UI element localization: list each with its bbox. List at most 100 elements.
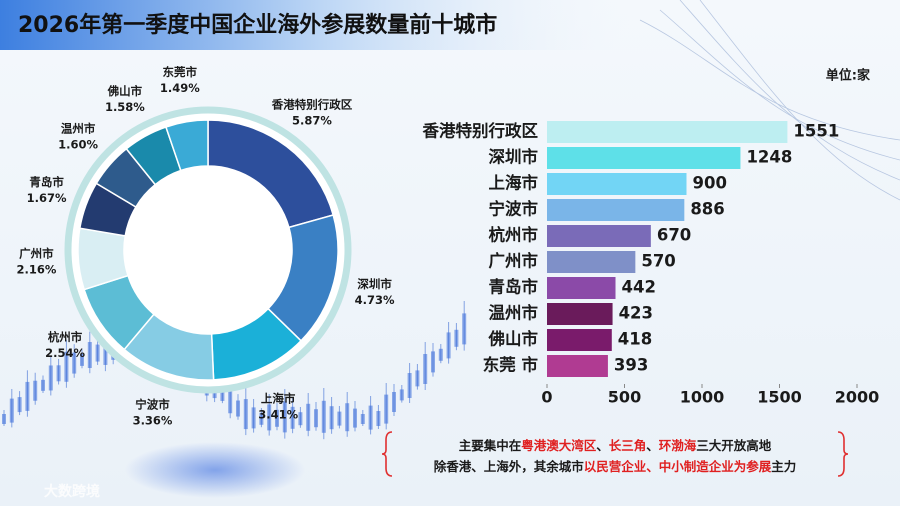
value-label: 418 xyxy=(618,330,652,349)
slice-value: 1.60% xyxy=(58,138,98,152)
slice-value: 5.87% xyxy=(292,113,332,127)
slice-value: 3.41% xyxy=(258,408,298,422)
unit-label: 单位:家 xyxy=(826,68,871,84)
decor-candle xyxy=(306,403,311,431)
category-label: 佛山市 xyxy=(488,329,539,349)
decor-candle xyxy=(17,397,22,413)
decor-candle xyxy=(236,400,240,417)
decor-candle xyxy=(41,379,45,391)
decor-candle xyxy=(337,411,342,426)
slice-value: 4.73% xyxy=(355,293,395,307)
decor-candle xyxy=(345,403,350,432)
category-label: 杭州市 xyxy=(489,225,539,245)
slice-value: 3.36% xyxy=(133,413,173,427)
decor-candle xyxy=(392,392,396,412)
slice-label: 佛山市 xyxy=(107,84,143,98)
decor-candle xyxy=(282,401,287,433)
value-label: 570 xyxy=(641,252,675,271)
decor-candle xyxy=(259,412,264,425)
note-segment: 三大开放高地 xyxy=(696,438,772,453)
note-segment: 主要集中在 xyxy=(459,438,522,453)
note-segment: 主力 xyxy=(771,459,796,474)
value-label: 393 xyxy=(614,356,648,375)
bar xyxy=(547,329,612,351)
slice-value: 2.54% xyxy=(45,346,85,360)
slice-value: 1.67% xyxy=(27,191,67,205)
slice-label: 广州市 xyxy=(19,247,54,261)
category-label: 东莞 市 xyxy=(483,355,538,375)
slice-label: 东莞市 xyxy=(163,65,198,79)
decor-candle xyxy=(80,353,84,366)
decor-candle xyxy=(87,342,92,369)
decor-candle xyxy=(64,351,69,382)
slice-label: 宁波市 xyxy=(135,397,170,411)
note-segment: 、 xyxy=(596,438,609,453)
bar xyxy=(547,303,613,325)
note-segment: 除香港、上海外，其余城市 xyxy=(434,459,585,474)
category-label: 香港特别行政区 xyxy=(423,121,539,141)
value-label: 670 xyxy=(657,226,691,245)
note-segment: 长三角 xyxy=(609,438,647,453)
category-label: 上海市 xyxy=(489,173,539,193)
x-tick-label: 500 xyxy=(608,388,641,407)
bar xyxy=(547,121,788,143)
category-label: 青岛市 xyxy=(489,277,539,297)
slice-label: 温州市 xyxy=(61,122,96,136)
donut-slice xyxy=(164,119,209,172)
decor-candle xyxy=(56,365,61,382)
decor-candle xyxy=(438,348,443,361)
decor-candle xyxy=(329,406,334,430)
value-label: 423 xyxy=(619,304,653,323)
note-segment: 环渤海 xyxy=(659,438,697,453)
decor-candle xyxy=(360,414,365,424)
slice-value: 1.58% xyxy=(105,100,145,114)
value-label: 886 xyxy=(690,200,724,219)
slice-label: 青岛市 xyxy=(29,175,64,189)
decor-candle xyxy=(9,398,14,423)
title-bar xyxy=(0,0,640,50)
decor-candle xyxy=(33,380,38,401)
category-label: 宁波市 xyxy=(489,199,539,219)
decor-candle xyxy=(368,405,373,430)
decor-candle xyxy=(275,409,279,427)
bar xyxy=(547,355,608,377)
decor-candle xyxy=(25,381,30,411)
decor-candle xyxy=(399,389,404,401)
decor-candle xyxy=(314,409,318,428)
slice-label: 香港特别行政区 xyxy=(271,97,353,111)
decor-candle xyxy=(462,313,467,345)
slice-label: 深圳市 xyxy=(357,277,392,291)
decor-candle xyxy=(243,399,248,430)
decor-candle xyxy=(72,352,77,374)
slice-label: 杭州市 xyxy=(48,330,83,344)
decor-candle xyxy=(290,406,295,429)
note-line: 主要集中在粤港澳大湾区、长三角、环渤海三大开放高地 xyxy=(459,438,772,453)
decor-candle xyxy=(423,354,428,384)
slice-value: 2.16% xyxy=(16,263,56,277)
category-label: 深圳市 xyxy=(489,147,539,167)
decor-candle xyxy=(48,365,53,391)
bar xyxy=(547,147,741,169)
decor-glow xyxy=(125,442,305,498)
watermark: 大数跨境 xyxy=(44,483,100,500)
bar xyxy=(547,173,687,195)
decor-candle xyxy=(2,414,6,424)
value-label: 1248 xyxy=(746,148,792,167)
decor-candle xyxy=(446,332,451,359)
x-tick-label: 1000 xyxy=(680,388,725,407)
bar xyxy=(547,199,685,221)
note-segment: 粤港澳大湾区 xyxy=(521,438,597,453)
decor-candle xyxy=(95,344,100,362)
title: 2026年第一季度中国企业海外参展数量前十城市 xyxy=(18,12,497,38)
decor-candle xyxy=(415,370,420,387)
bar xyxy=(547,277,616,299)
decor-candle xyxy=(267,404,272,431)
note-segment: 、 xyxy=(646,438,659,453)
decor-candle xyxy=(298,412,303,426)
decor-candle xyxy=(220,389,225,401)
decor-candle xyxy=(321,400,326,433)
x-tick-label: 1500 xyxy=(757,388,802,407)
slice-value: 1.49% xyxy=(160,81,200,95)
value-label: 1551 xyxy=(793,122,839,141)
note-segment: 以民营企业、中小制造企业为参展 xyxy=(584,459,772,474)
